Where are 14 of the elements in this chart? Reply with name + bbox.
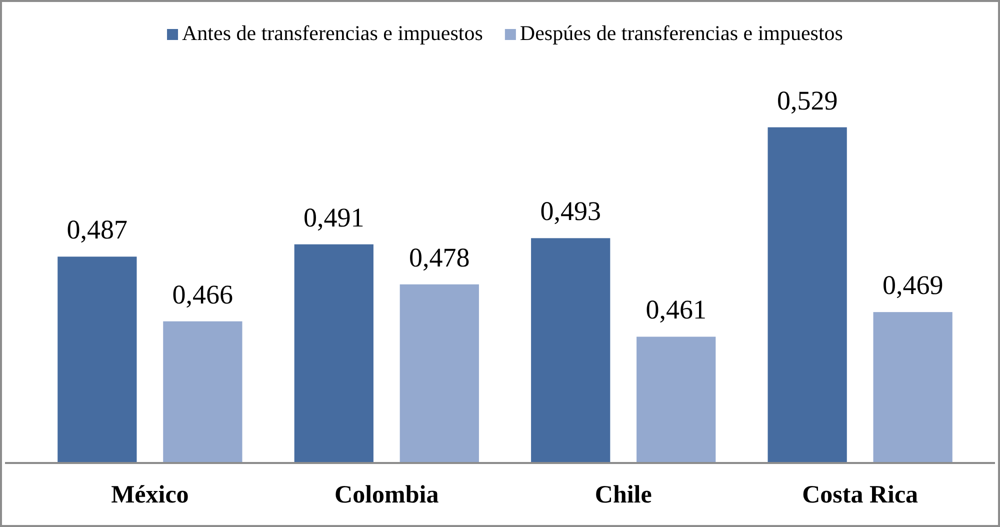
x-tick-label: Chile — [594, 481, 652, 508]
data-label: 0,466 — [172, 279, 234, 310]
x-tick-label: Colombia — [334, 481, 440, 508]
data-label: 0,529 — [776, 85, 838, 116]
x-tick-label: Costa Rica — [802, 481, 919, 508]
data-label: 0,493 — [540, 196, 601, 226]
legend-label: Antes de transferencias e impuestos — [182, 21, 483, 45]
x-tick-label: México — [111, 481, 189, 508]
legend-label: Despúes de transferencias e impuestos — [520, 21, 843, 45]
data-label: 0,478 — [409, 242, 470, 272]
data-label: 0,469 — [882, 270, 944, 300]
data-label: 0,487 — [66, 214, 128, 245]
data-label: 0,491 — [304, 202, 364, 232]
data-label: 0,461 — [646, 294, 706, 325]
